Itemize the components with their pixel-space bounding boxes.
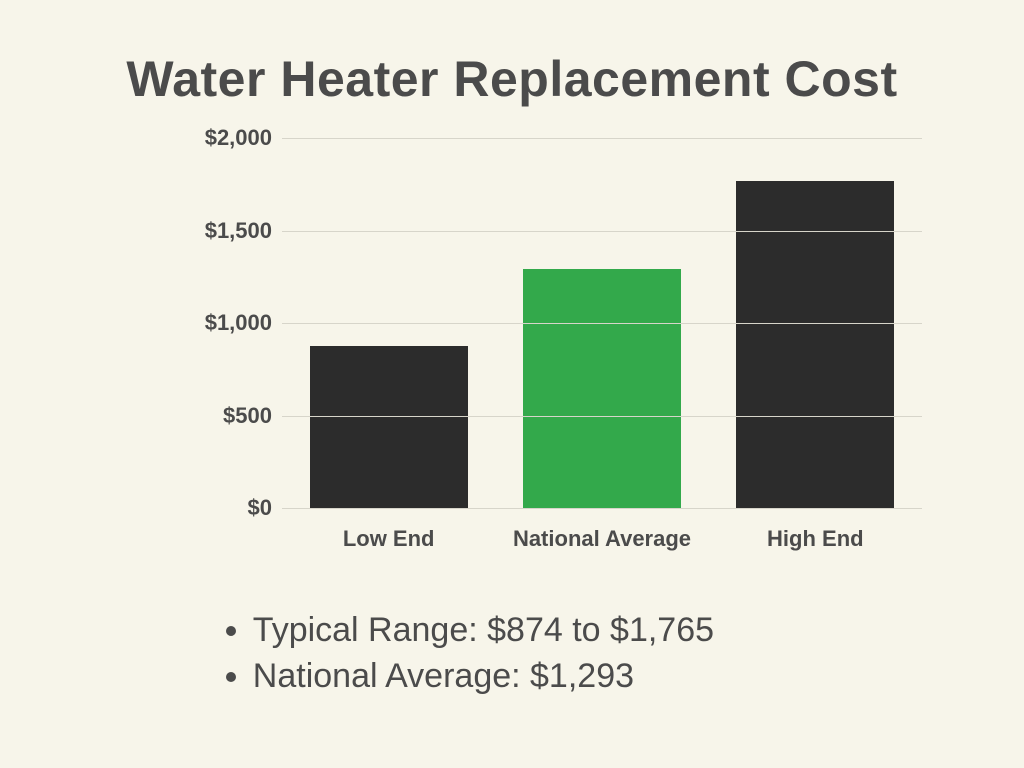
gridline [282,416,922,417]
bar [310,346,468,508]
bar-chart: Low EndNational AverageHigh End $0 $500 $1… [102,138,922,568]
summary-bullet: Typical Range: $874 to $1,765 [253,608,812,654]
summary-bullet: National Average: $1,293 [253,654,812,700]
bar [523,269,681,508]
gridline [282,231,922,232]
x-axis-label: High End [709,508,922,568]
y-axis-label: $1,000 [122,310,272,336]
x-axis-labels: Low EndNational AverageHigh End [282,508,922,568]
gridline [282,138,922,139]
infographic-root: Water Heater Replacement Cost Low EndNat… [0,0,1024,768]
y-axis-label: $1,500 [122,218,272,244]
x-axis-label: National Average [495,508,708,568]
gridline [282,323,922,324]
chart-title: Water Heater Replacement Cost [0,50,1024,108]
x-axis-label: Low End [282,508,495,568]
plot-area [282,138,922,508]
summary-bullets: Typical Range: $874 to $1,765National Av… [212,608,812,700]
y-axis-label: $500 [122,403,272,429]
y-axis-label: $0 [122,495,272,521]
y-axis-label: $2,000 [122,125,272,151]
